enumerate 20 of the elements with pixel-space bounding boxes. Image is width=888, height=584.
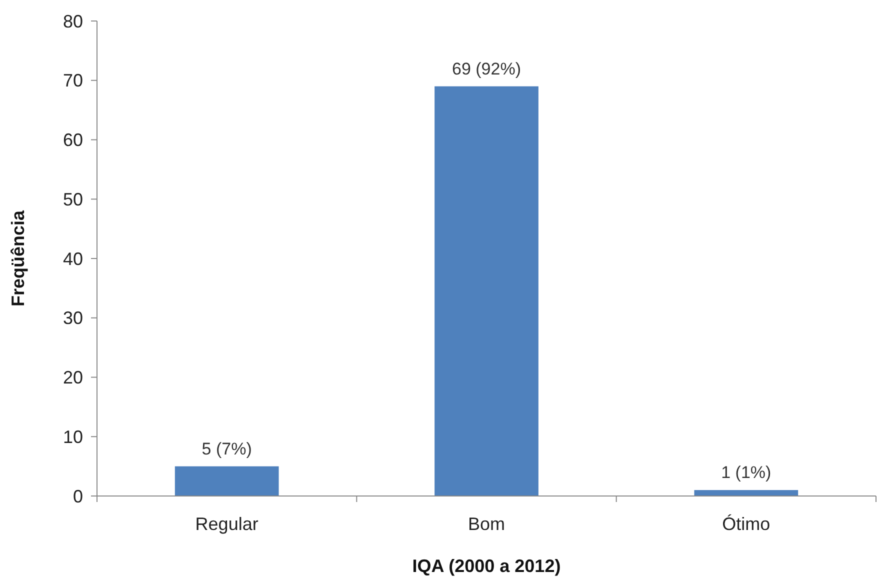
data-label: 1 (1%) [721,463,772,482]
bar [434,86,538,496]
x-tick-label: Bom [468,514,506,534]
y-tick-label: 60 [62,130,83,150]
y-tick-label: 10 [62,426,83,447]
data-label: 5 (7%) [202,439,252,458]
y-tick-label: 80 [62,11,83,32]
bar [174,466,279,496]
x-axis-title: IQA (2000 a 2012) [412,556,561,576]
x-tick-label: Regular [195,514,258,534]
data-label: 69 (92%) [452,59,521,78]
y-tick-label: 50 [62,189,83,210]
y-axis-title: Freqüência [8,209,28,307]
y-tick-label: 70 [62,70,83,91]
y-tick-label: 30 [62,308,83,328]
x-tick-label: Ótimo [722,514,770,534]
y-tick-label: 20 [62,368,83,388]
y-tick-label: 0 [72,486,83,506]
y-tick-label: 40 [62,248,83,269]
bar [694,490,798,496]
